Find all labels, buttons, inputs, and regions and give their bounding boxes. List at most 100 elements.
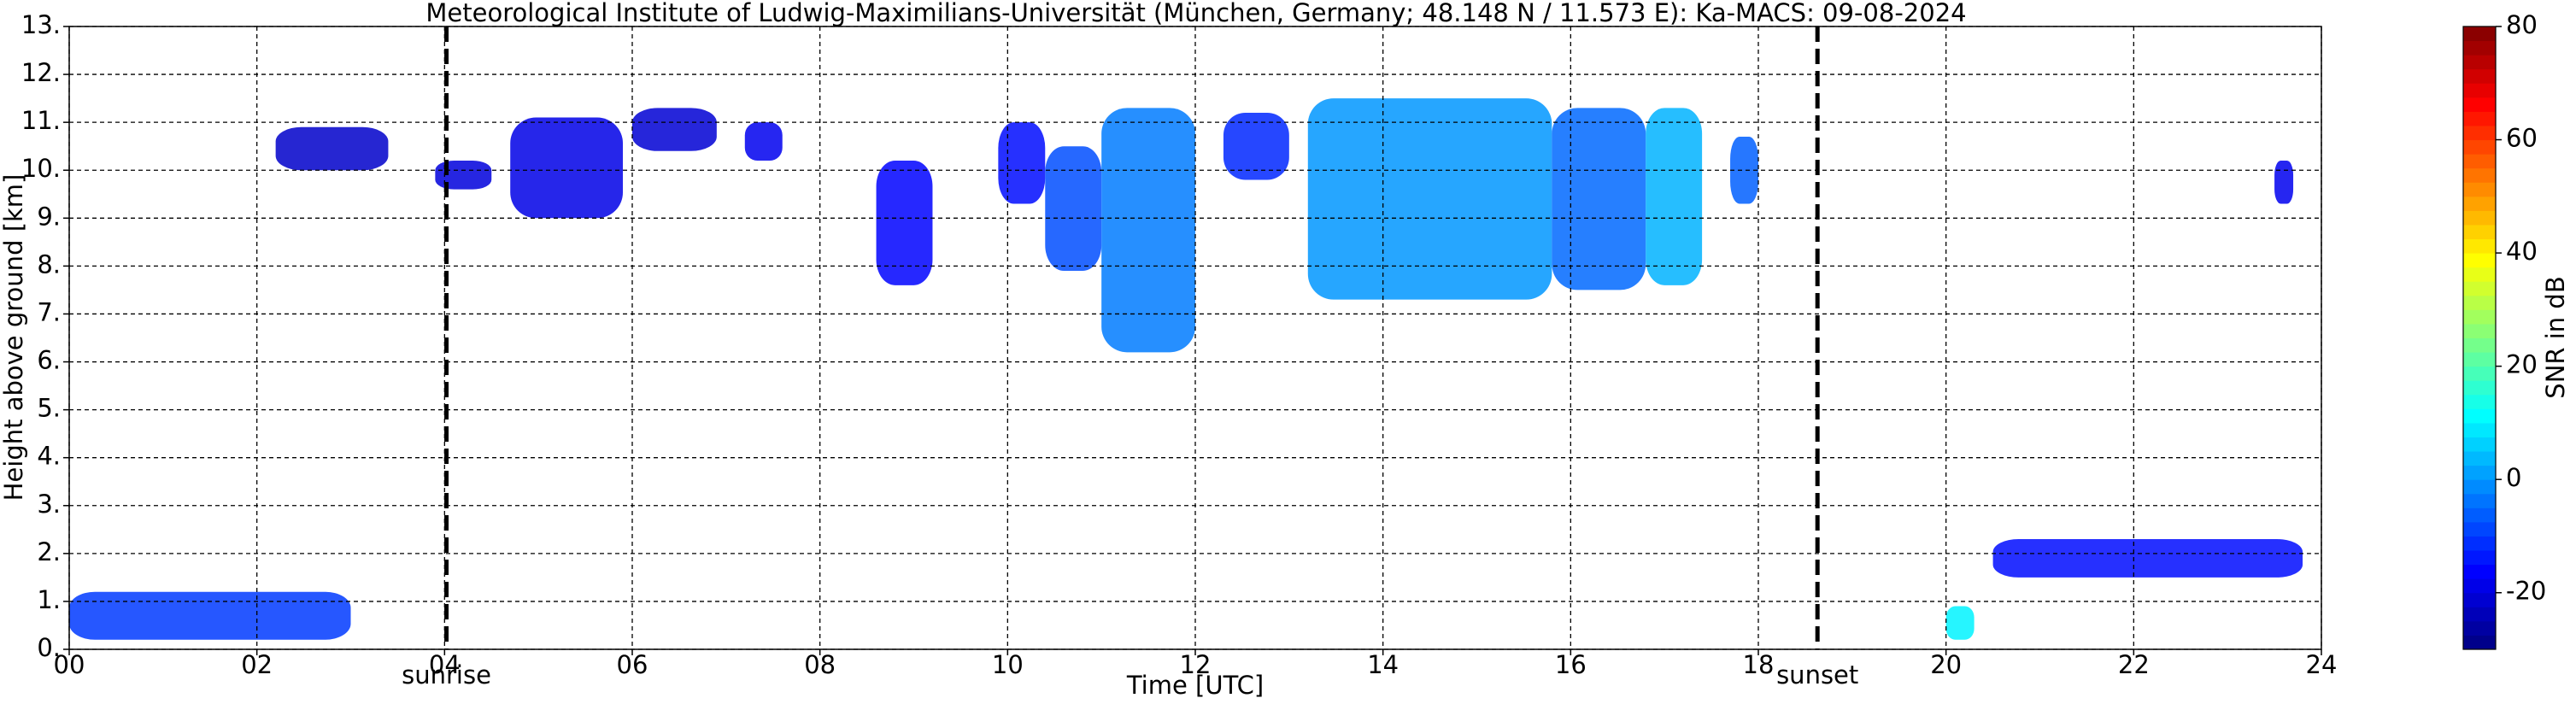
- x-tick-label: 18: [1743, 650, 1775, 679]
- colorbar-segment: [2463, 422, 2496, 437]
- plot-frame: [68, 26, 2322, 650]
- colorbar-segment: [2463, 521, 2496, 537]
- y-tick-label: 11.: [21, 106, 61, 135]
- y-tick-label: 10.: [21, 154, 61, 183]
- y-tick-label: 4.: [37, 442, 61, 471]
- echo: [275, 126, 389, 171]
- colorbar-tick-label: -20: [2506, 577, 2546, 606]
- colorbar-segment: [2463, 281, 2496, 296]
- colorbar-frame: [2462, 26, 2497, 650]
- x-tick-label: 16: [1555, 650, 1587, 679]
- x-tick-label: 00: [54, 650, 85, 679]
- colorbar-segment: [2463, 154, 2496, 169]
- x-tick-label: 14: [1367, 650, 1399, 679]
- colorbar-segment: [2463, 578, 2496, 594]
- y-tick-label: 6.: [37, 346, 61, 375]
- colorbar-segment: [2463, 83, 2496, 98]
- echo: [744, 122, 783, 161]
- echo: [1045, 146, 1102, 271]
- echo: [510, 117, 624, 219]
- echo: [2274, 161, 2294, 204]
- y-tick-label: 0.: [37, 633, 61, 662]
- colorbar-label: SNR in dB: [2541, 276, 2570, 398]
- x-tick-label: 04: [429, 650, 461, 679]
- y-tick-label: 1.: [37, 585, 61, 614]
- x-tick-label: 02: [241, 650, 273, 679]
- colorbar-segment: [2463, 139, 2496, 155]
- colorbar-segment: [2463, 352, 2496, 367]
- x-tick-label: 10: [992, 650, 1024, 679]
- echo: [69, 591, 351, 640]
- colorbar-tick-label: 60: [2506, 124, 2538, 153]
- colorbar-segment: [2463, 479, 2496, 495]
- echo: [435, 161, 492, 190]
- colorbar-segment: [2463, 465, 2496, 480]
- colorbar-segment: [2463, 182, 2496, 197]
- colorbar-segment: [2463, 451, 2496, 466]
- y-tick-label: 12.: [21, 58, 61, 87]
- y-tick-label: 13.: [21, 10, 61, 39]
- echo: [1945, 606, 1975, 640]
- colorbar-segment: [2463, 564, 2496, 579]
- x-tick-label: 12: [1180, 650, 1212, 679]
- echo: [1552, 108, 1646, 290]
- echo: [876, 161, 933, 285]
- colorbar-segment: [2463, 253, 2496, 268]
- colorbar-segment: [2463, 536, 2496, 551]
- y-tick-label: 3.: [37, 490, 61, 519]
- echo: [1646, 108, 1703, 285]
- colorbar-tick-label: 80: [2506, 10, 2538, 39]
- colorbar-segment: [2463, 26, 2496, 42]
- y-tick-label: 9.: [37, 202, 61, 231]
- colorbar-segment: [2463, 309, 2496, 325]
- colorbar-segment: [2463, 592, 2496, 607]
- marker-label: sunrise: [402, 660, 491, 689]
- echo: [1223, 112, 1289, 180]
- colorbar-segment: [2463, 366, 2496, 381]
- colorbar-segment: [2463, 68, 2496, 84]
- colorbar-segment: [2463, 267, 2496, 282]
- colorbar-segment: [2463, 210, 2496, 226]
- colorbar-segment: [2463, 224, 2496, 240]
- echo: [632, 108, 717, 151]
- colorbar-segment: [2463, 550, 2496, 566]
- y-tick-label: 5.: [37, 394, 61, 423]
- x-tick-label: 08: [804, 650, 836, 679]
- colorbar-segment: [2463, 620, 2496, 636]
- colorbar-segment: [2463, 167, 2496, 183]
- colorbar-tick-label: 0: [2506, 463, 2521, 492]
- colorbar-segment: [2463, 507, 2496, 523]
- colorbar-segment: [2463, 493, 2496, 508]
- colorbar-segment: [2463, 196, 2496, 211]
- colorbar-segment: [2463, 337, 2496, 353]
- colorbar-segment: [2463, 635, 2496, 650]
- colorbar-tick-label: 20: [2506, 350, 2538, 379]
- x-tick-label: 06: [617, 650, 648, 679]
- y-axis-label: Height above ground [km]: [0, 174, 28, 502]
- colorbar-segment: [2463, 295, 2496, 310]
- colorbar-segment: [2463, 55, 2496, 70]
- colorbar-segment: [2463, 380, 2496, 396]
- echo: [1992, 539, 2303, 578]
- colorbar-segment: [2463, 97, 2496, 112]
- colorbar-segment: [2463, 408, 2496, 424]
- colorbar-segment: [2463, 125, 2496, 141]
- echo: [1101, 108, 1195, 353]
- colorbar-segment: [2463, 394, 2496, 409]
- y-tick-label: 2.: [37, 537, 61, 566]
- x-tick-label: 20: [1930, 650, 1962, 679]
- echo: [1307, 98, 1552, 300]
- x-tick-label: 22: [2118, 650, 2150, 679]
- colorbar-tick-label: 40: [2506, 237, 2538, 266]
- colorbar-segment: [2463, 111, 2496, 126]
- x-axis-label: Time [UTC]: [1126, 671, 1264, 700]
- marker-label: sunset: [1776, 660, 1858, 689]
- echo: [998, 122, 1046, 204]
- x-tick-label: 24: [2306, 650, 2338, 679]
- colorbar-segment: [2463, 607, 2496, 622]
- echo: [1730, 136, 1758, 204]
- colorbar-segment: [2463, 238, 2496, 254]
- chart-title: Meteorological Institute of Ludwig-Maxim…: [425, 0, 1966, 27]
- y-tick-label: 7.: [37, 297, 61, 326]
